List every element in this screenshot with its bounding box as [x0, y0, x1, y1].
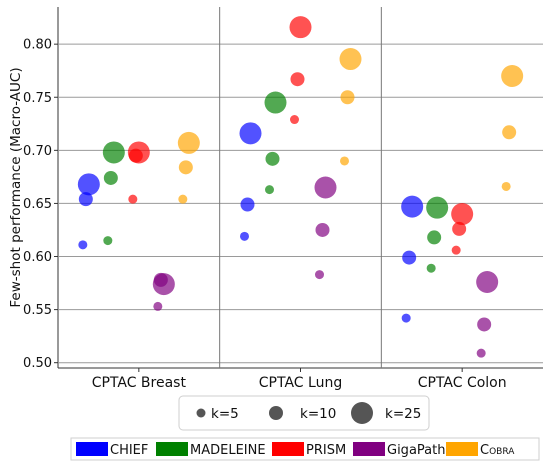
size-legend-label: k=5	[211, 406, 239, 422]
series-legend-swatch	[76, 442, 108, 456]
y-tick-label: 0.60	[23, 250, 52, 265]
data-point	[240, 197, 255, 212]
data-point	[339, 48, 362, 71]
data-point	[103, 236, 113, 246]
data-point	[426, 263, 436, 273]
data-point	[102, 141, 125, 164]
data-point	[315, 222, 330, 237]
data-point	[178, 194, 188, 204]
x-category-label: CPTAC Breast	[92, 375, 187, 391]
size-legend-label: k=25	[385, 406, 421, 422]
series-legend-swatch	[446, 442, 478, 456]
data-point	[451, 203, 474, 226]
y-tick-label: 0.75	[23, 91, 52, 106]
data-point	[501, 65, 524, 88]
data-point	[240, 231, 249, 241]
data-point	[314, 176, 337, 199]
series-legend-label: CHIEF	[110, 443, 148, 458]
data-point	[289, 16, 312, 39]
y-tick-label: 0.70	[23, 144, 52, 159]
data-point	[178, 160, 193, 175]
data-point	[128, 194, 138, 204]
series-legend-label: PRISM	[306, 443, 346, 458]
y-tick-label: 0.65	[23, 197, 52, 212]
data-point	[426, 196, 449, 219]
data-point	[476, 348, 486, 358]
data-point	[103, 170, 118, 185]
data-point	[78, 192, 93, 207]
size-legend-marker	[269, 406, 283, 420]
size-legend-marker	[196, 408, 206, 418]
data-point	[401, 195, 424, 218]
size-legend-label: k=10	[300, 406, 336, 422]
data-point	[427, 230, 442, 245]
data-point	[476, 270, 499, 293]
series-legend-label: Cobra	[480, 443, 515, 458]
data-point	[265, 151, 280, 166]
x-category-label: CPTAC Lung	[259, 375, 342, 391]
data-point	[340, 156, 349, 166]
data-point	[128, 148, 143, 163]
data-point	[153, 272, 168, 287]
series-legend-swatch	[156, 442, 188, 456]
data-point	[78, 240, 88, 250]
data-point	[239, 122, 262, 145]
data-point	[501, 181, 511, 191]
data-point	[264, 91, 287, 114]
size-legend-marker	[351, 402, 373, 424]
data-point	[290, 72, 305, 87]
series-legend-label: GigaPath	[387, 443, 445, 458]
data-point	[77, 173, 100, 196]
data-point	[452, 221, 467, 236]
data-point	[451, 245, 461, 255]
y-tick-label: 0.50	[23, 356, 52, 371]
data-point	[265, 185, 274, 195]
series-legend-swatch	[272, 442, 304, 456]
data-point	[502, 125, 517, 140]
data-point	[402, 250, 417, 265]
data-point	[315, 270, 324, 280]
data-point	[290, 115, 299, 125]
series-legend-label: MADELEINE	[190, 443, 266, 458]
y-tick-label: 0.55	[23, 303, 52, 318]
data-point	[153, 301, 163, 311]
data-point	[340, 90, 355, 105]
y-axis-label: Few-shot performance (Macro-AUC)	[8, 67, 24, 307]
data-point	[401, 313, 411, 323]
y-tick-label: 0.80	[23, 38, 52, 53]
x-category-label: CPTAC Colon	[418, 375, 507, 391]
data-point	[177, 131, 200, 154]
series-legend-swatch	[353, 442, 385, 456]
data-point	[477, 317, 492, 332]
